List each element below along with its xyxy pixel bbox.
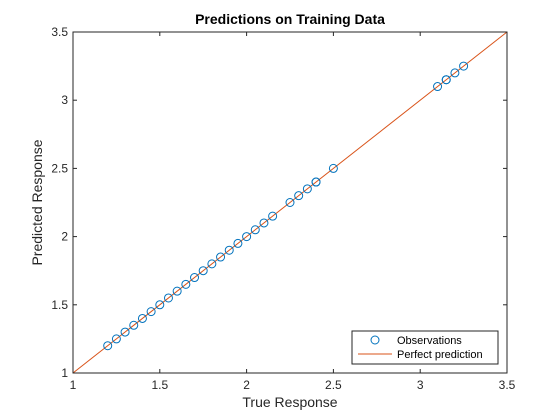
- y-axis-label: Predicted Response: [29, 139, 45, 265]
- x-tick-label: 3: [417, 378, 424, 392]
- legend-label-perfect-prediction: Perfect prediction: [397, 349, 483, 361]
- data-point: [172, 286, 182, 296]
- data-point: [103, 341, 113, 351]
- data-point: [433, 82, 443, 92]
- chart-title: Predictions on Training Data: [195, 11, 385, 27]
- y-tick-label: 2.5: [51, 161, 68, 175]
- x-tick-label: 2.5: [325, 378, 342, 392]
- axes-box: [72, 31, 508, 374]
- data-point: [233, 238, 243, 248]
- data-point: [459, 61, 469, 71]
- data-point: [450, 68, 460, 78]
- legend-label-observations: Observations: [397, 335, 462, 347]
- line-layer: [72, 31, 508, 374]
- data-point: [155, 300, 165, 310]
- x-tick-label: 1.5: [151, 378, 168, 392]
- x-tick-label: 2: [243, 378, 250, 392]
- series-line-perfect-prediction: [72, 31, 508, 374]
- data-point: [137, 313, 147, 323]
- y-tick-label: 1: [61, 366, 68, 380]
- plot-area: 1 1.5 2 2.5 3 3.5 1 1.5 2 2.5 3 3.5: [51, 25, 515, 392]
- x-tick-label: 1: [70, 378, 77, 392]
- data-point: [129, 320, 139, 330]
- legend-marker-observations: [370, 335, 380, 345]
- data-point: [328, 163, 338, 173]
- x-axis-label: True Response: [242, 394, 337, 410]
- data-point: [146, 307, 156, 317]
- data-point: [163, 293, 173, 303]
- data-point: [207, 259, 217, 269]
- data-point: [198, 266, 208, 276]
- data-point: [216, 252, 226, 262]
- y-tick-label: 1.5: [51, 298, 68, 312]
- y-tick-label: 3.5: [51, 25, 68, 39]
- data-point: [268, 211, 278, 221]
- data-point: [259, 218, 269, 228]
- data-point: [302, 184, 312, 194]
- data-point: [441, 75, 451, 85]
- y-tick-label: 3: [61, 93, 68, 107]
- data-point: [311, 177, 321, 187]
- data-point: [181, 279, 191, 289]
- data-point: [120, 327, 130, 337]
- data-point: [250, 225, 260, 235]
- marker-layer: [103, 61, 469, 351]
- data-point: [294, 191, 304, 201]
- x-tick-label: 3.5: [499, 378, 516, 392]
- legend: Observations Perfect prediction: [351, 330, 499, 365]
- data-point: [190, 273, 200, 283]
- data-point: [285, 198, 295, 207]
- y-tick-label: 2: [61, 230, 68, 244]
- tick-layer: 1 1.5 2 2.5 3 3.5 1 1.5 2 2.5 3 3.5: [51, 25, 515, 392]
- data-point: [224, 245, 234, 255]
- data-point: [111, 334, 121, 344]
- data-point: [242, 232, 252, 242]
